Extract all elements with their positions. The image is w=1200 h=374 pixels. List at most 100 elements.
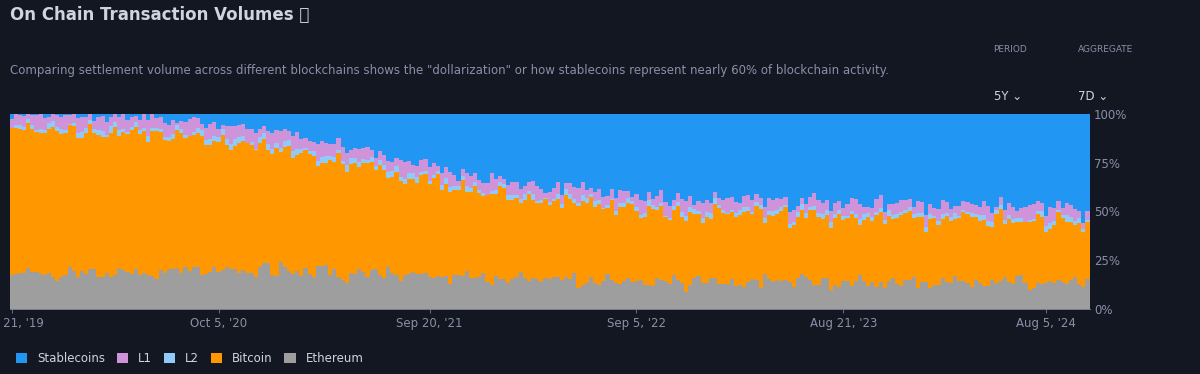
Bar: [398, 281, 403, 309]
Bar: [584, 203, 589, 283]
Bar: [150, 276, 155, 309]
Bar: [395, 172, 398, 275]
Bar: [490, 285, 493, 309]
Bar: [973, 280, 978, 309]
Bar: [787, 212, 792, 224]
Bar: [775, 114, 779, 198]
Bar: [312, 276, 316, 309]
Bar: [680, 114, 684, 199]
Bar: [89, 269, 92, 309]
Bar: [721, 210, 726, 213]
Bar: [626, 198, 630, 203]
Bar: [713, 192, 718, 199]
Bar: [221, 135, 224, 270]
Bar: [970, 286, 973, 309]
Bar: [870, 208, 875, 217]
Bar: [163, 123, 167, 137]
Bar: [746, 282, 750, 309]
Bar: [1049, 207, 1052, 223]
Bar: [824, 210, 829, 215]
Bar: [1073, 114, 1078, 209]
Bar: [121, 270, 126, 309]
Bar: [547, 279, 552, 309]
Bar: [329, 275, 332, 309]
Bar: [163, 140, 167, 273]
Bar: [684, 216, 689, 221]
Bar: [1049, 114, 1052, 207]
Bar: [932, 285, 936, 309]
Bar: [982, 220, 986, 286]
Bar: [750, 279, 755, 309]
Bar: [329, 160, 332, 275]
Bar: [870, 282, 875, 309]
Bar: [373, 170, 378, 269]
Bar: [200, 114, 204, 123]
Bar: [676, 202, 680, 206]
Bar: [846, 114, 850, 204]
Bar: [1064, 114, 1069, 203]
Bar: [1040, 114, 1044, 203]
Bar: [584, 283, 589, 309]
Bar: [76, 138, 80, 277]
Bar: [212, 141, 216, 267]
Bar: [581, 201, 584, 285]
Bar: [246, 144, 250, 273]
Bar: [370, 150, 373, 157]
Bar: [907, 199, 912, 207]
Bar: [163, 114, 167, 123]
Bar: [961, 280, 966, 309]
Bar: [812, 210, 816, 285]
Bar: [175, 123, 179, 125]
Bar: [1056, 200, 1061, 209]
Bar: [758, 114, 763, 198]
Bar: [121, 114, 126, 129]
Bar: [1007, 215, 1010, 219]
Bar: [175, 125, 179, 130]
Bar: [564, 114, 569, 183]
Bar: [266, 150, 270, 263]
Bar: [196, 118, 200, 128]
Bar: [13, 125, 18, 128]
Bar: [1078, 218, 1081, 223]
Bar: [92, 269, 96, 309]
Bar: [18, 273, 22, 309]
Bar: [270, 275, 275, 309]
Bar: [907, 207, 912, 211]
Bar: [664, 280, 667, 309]
Bar: [200, 123, 204, 130]
Bar: [440, 190, 444, 277]
Bar: [775, 214, 779, 280]
Bar: [924, 114, 929, 215]
Bar: [473, 186, 478, 278]
Bar: [655, 114, 659, 196]
Bar: [547, 202, 552, 205]
Bar: [689, 212, 692, 285]
Bar: [544, 199, 547, 278]
Bar: [109, 117, 113, 126]
Bar: [936, 225, 941, 285]
Bar: [440, 185, 444, 190]
Bar: [775, 280, 779, 309]
Bar: [784, 114, 787, 196]
Bar: [718, 283, 721, 309]
Bar: [899, 212, 904, 215]
Bar: [336, 277, 341, 309]
Bar: [904, 280, 907, 309]
Bar: [564, 183, 569, 189]
Bar: [370, 157, 373, 162]
Bar: [452, 190, 456, 275]
Bar: [312, 151, 316, 156]
Bar: [1081, 229, 1086, 232]
Bar: [250, 273, 253, 309]
Bar: [812, 114, 816, 193]
Bar: [883, 212, 887, 220]
Bar: [932, 216, 936, 218]
Bar: [196, 114, 200, 118]
Bar: [238, 144, 241, 273]
Bar: [47, 129, 50, 273]
Bar: [779, 199, 784, 206]
Bar: [862, 214, 866, 220]
Bar: [721, 114, 726, 200]
Bar: [986, 286, 990, 309]
Bar: [64, 132, 67, 275]
